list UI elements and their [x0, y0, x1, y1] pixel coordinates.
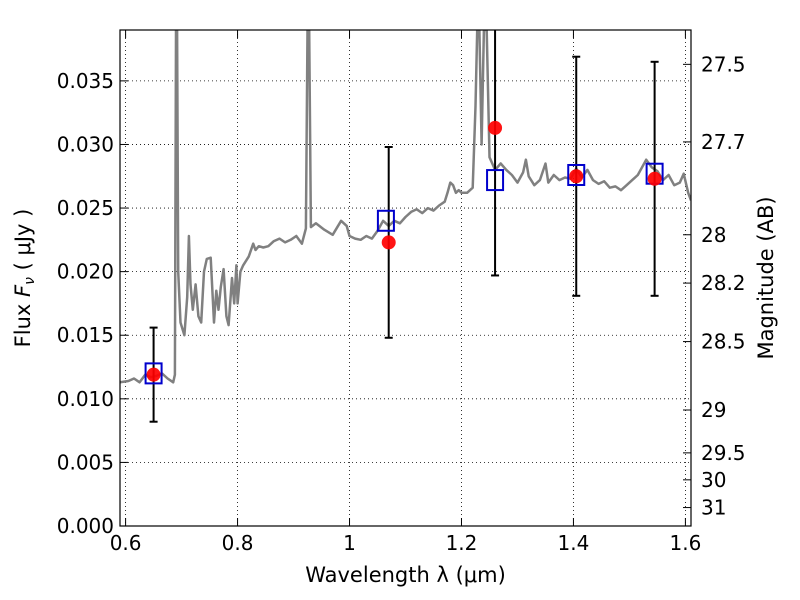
- grid-lines: [120, 30, 691, 527]
- y-axis-label-prefix: Flux: [11, 297, 35, 347]
- synthetic-photometry-marker: [567, 163, 586, 186]
- y-tick-label: 0.010: [57, 387, 114, 411]
- y-tick-label: 0.005: [57, 450, 114, 474]
- magnitude-tick-label: 27.5: [701, 52, 746, 76]
- observed-flux-point: [381, 235, 396, 250]
- x-tick-label: 0.8: [222, 531, 254, 555]
- observed-flux-point: [569, 169, 584, 184]
- y-tick-label: 0.030: [57, 132, 114, 156]
- x-tick-label: 0.6: [110, 531, 142, 555]
- magnitude-tick-label: 28.2: [701, 271, 746, 295]
- y-tick-label: 0.025: [57, 196, 114, 220]
- magnitude-tick-label: 27.7: [701, 130, 746, 154]
- magnitude-tick-label: 28: [701, 223, 726, 247]
- x-tick-label: 1.6: [669, 531, 701, 555]
- magnitude-tick-label: 29: [701, 398, 726, 422]
- magnitude-axis-label: Magnitude (AB): [754, 196, 778, 359]
- plot-frame: [119, 29, 692, 527]
- observed-flux-point: [146, 367, 161, 382]
- y-axis-label-symbol: F: [11, 284, 35, 297]
- magnitude-tick-label: 31: [701, 496, 726, 520]
- observed-flux-point: [647, 171, 662, 186]
- y-tick-label: 0.020: [57, 260, 114, 284]
- y-axis-label-suffix: ( μJy ): [11, 209, 35, 277]
- model-spectrum-line: [120, 30, 691, 384]
- x-tick-label: 1.4: [558, 531, 590, 555]
- synthetic-photometry-marker: [376, 209, 395, 232]
- plot-area: [120, 30, 691, 423]
- y-axis-label-subscript: ν: [22, 277, 38, 285]
- magnitude-tick-label: 30: [701, 468, 726, 492]
- axis-ticks: 0.6 0.8 1 1.2 1.4 1.6 0.000 0.005 0.010 0.015 0.02…: [57, 30, 746, 555]
- magnitude-tick-label: 29.5: [701, 441, 746, 465]
- y-axis-label: Flux Fν ( μJy ): [11, 209, 38, 348]
- plot-data: [120, 30, 691, 423]
- x-tick-label: 1: [343, 531, 356, 555]
- x-tick-label: 1.2: [446, 531, 478, 555]
- magnitude-tick-label: 28.5: [701, 330, 746, 354]
- x-axis-label: Wavelength λ (μm): [305, 563, 506, 587]
- synthetic-photometry-marker: [144, 362, 163, 385]
- y-tick-label: 0.000: [57, 514, 114, 538]
- y-tick-label: 0.015: [57, 323, 114, 347]
- synthetic-photometry-marker: [486, 169, 505, 192]
- observed-flux-point: [488, 120, 503, 135]
- y-tick-label: 0.035: [57, 69, 114, 93]
